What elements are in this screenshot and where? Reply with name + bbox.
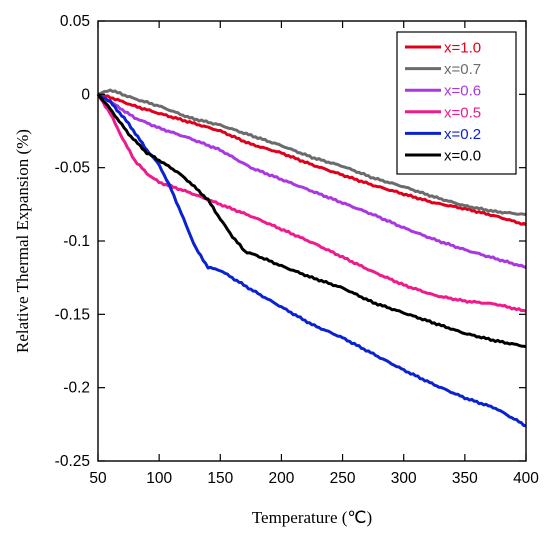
legend-label: x=0.2 xyxy=(444,126,481,143)
x-axis-title: Temperature (℃) xyxy=(252,508,372,527)
y-tick-label: -0.05 xyxy=(55,160,90,177)
x-tick-label: 400 xyxy=(513,470,539,487)
legend: x=1.0 x=0.7 x=0.6 x=0.5 x=0.2 x=0.0 xyxy=(396,31,517,175)
legend-box xyxy=(396,31,517,175)
y-axis-title: Relative Thermal Expansion (%) xyxy=(13,129,32,353)
legend-label: x=0.6 xyxy=(444,83,481,100)
x-tick-label: 50 xyxy=(89,470,107,487)
x-tick-label: 350 xyxy=(452,470,478,487)
x-tick-label: 250 xyxy=(330,470,356,487)
x-tick-label: 300 xyxy=(391,470,417,487)
legend-label: x=1.0 xyxy=(444,40,481,57)
legend-label: x=0.5 xyxy=(444,104,481,121)
series-line xyxy=(97,93,527,428)
series-line xyxy=(96,93,527,313)
series-line xyxy=(97,88,527,217)
series-layer xyxy=(96,88,527,428)
y-tick-label: -0.25 xyxy=(55,453,90,470)
y-tick-label: -0.15 xyxy=(55,306,90,323)
x-tick-label: 200 xyxy=(268,470,294,487)
legend-label: x=0.7 xyxy=(444,61,481,78)
y-tick-label: 0.05 xyxy=(60,13,90,30)
y-tick-label: -0.1 xyxy=(63,233,90,250)
x-tick-label: 150 xyxy=(207,470,233,487)
series-line xyxy=(97,92,527,269)
series-line xyxy=(96,93,527,349)
y-tick-label: -0.2 xyxy=(63,380,90,397)
x-tick-label: 100 xyxy=(146,470,172,487)
ticks-layer: 50 100 150 200 250 300 350 400 0.05 0 -0.05 -0.1 -0.… xyxy=(55,13,540,487)
y-tick-label: 0 xyxy=(81,86,90,103)
series-line xyxy=(97,92,527,227)
legend-label: x=0.0 xyxy=(444,148,481,165)
